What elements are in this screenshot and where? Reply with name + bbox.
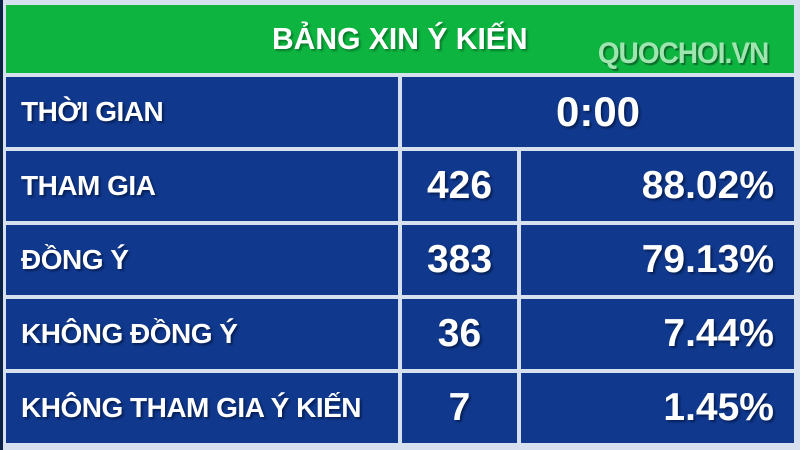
- table-row-khong-tham-gia: KHÔNG THAM GIA Ý KIẾN 7 1.45%: [6, 373, 794, 443]
- row-count: 383: [402, 225, 517, 295]
- table-row-dong-y: ĐỒNG Ý 383 79.13%: [6, 225, 794, 295]
- screen-left-edge: [0, 0, 3, 450]
- row-count: 7: [402, 373, 517, 443]
- row-percent: 1.45%: [521, 373, 794, 443]
- row-percent: 79.13%: [521, 225, 794, 295]
- row-count: 36: [402, 299, 517, 369]
- row-label: THAM GIA: [6, 151, 398, 221]
- row-label: THỜI GIAN: [6, 77, 398, 147]
- board-title: BẢNG XIN Ý KIẾN: [272, 21, 528, 56]
- quochoi-watermark: QUOCHOI.VN: [597, 37, 768, 70]
- row-percent: 7.44%: [521, 299, 794, 369]
- row-percent: 88.02%: [521, 151, 794, 221]
- row-label: KHÔNG ĐỒNG Ý: [6, 299, 398, 369]
- table-row-thoi-gian: THỜI GIAN 0:00: [6, 77, 794, 147]
- time-value: 0:00: [402, 77, 794, 147]
- board-header: BẢNG XIN Ý KIẾN QUOCHOI.VN: [6, 5, 794, 73]
- table-row-tham-gia: THAM GIA 426 88.02%: [6, 151, 794, 221]
- row-label: ĐỒNG Ý: [6, 225, 398, 295]
- row-label: KHÔNG THAM GIA Ý KIẾN: [6, 373, 398, 443]
- table-row-khong-dong-y: KHÔNG ĐỒNG Ý 36 7.44%: [6, 299, 794, 369]
- row-count: 426: [402, 151, 517, 221]
